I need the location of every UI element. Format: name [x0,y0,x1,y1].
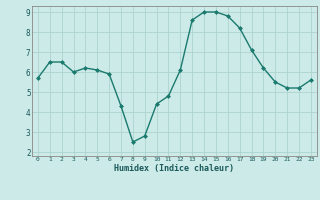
X-axis label: Humidex (Indice chaleur): Humidex (Indice chaleur) [115,164,234,173]
